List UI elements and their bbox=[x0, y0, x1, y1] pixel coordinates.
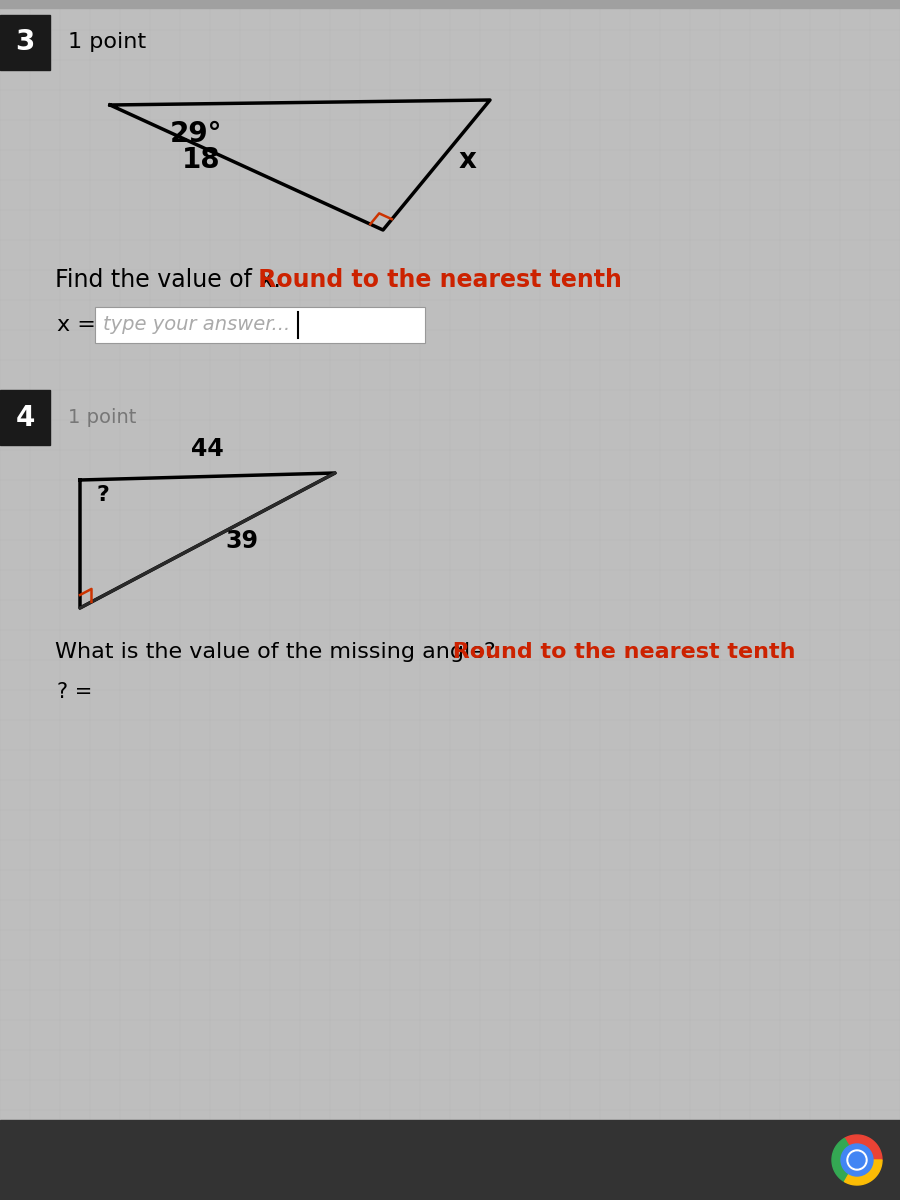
Text: 18: 18 bbox=[182, 145, 220, 174]
Text: 1 point: 1 point bbox=[68, 408, 137, 427]
Bar bbox=[0, 14, 50, 70]
Text: ?: ? bbox=[96, 485, 109, 505]
Polygon shape bbox=[844, 1160, 882, 1184]
Text: 39: 39 bbox=[226, 528, 258, 552]
Circle shape bbox=[849, 1152, 865, 1168]
Bar bbox=[0, 0, 900, 8]
Text: Round to the nearest tenth: Round to the nearest tenth bbox=[445, 642, 796, 662]
Circle shape bbox=[847, 1150, 867, 1170]
Text: x =: x = bbox=[57, 314, 96, 335]
Polygon shape bbox=[832, 1139, 849, 1182]
Text: Find the value of x.: Find the value of x. bbox=[55, 268, 281, 292]
Text: ? =: ? = bbox=[57, 682, 93, 702]
Bar bbox=[0, 390, 50, 445]
Text: 3: 3 bbox=[15, 29, 35, 56]
Circle shape bbox=[841, 1144, 873, 1176]
Text: x: x bbox=[458, 146, 476, 174]
Text: type your answer...: type your answer... bbox=[103, 316, 290, 335]
Text: What is the value of the missing angle?: What is the value of the missing angle? bbox=[55, 642, 496, 662]
Polygon shape bbox=[844, 1135, 882, 1160]
Bar bbox=[95, 307, 425, 343]
Text: 1 point: 1 point bbox=[68, 32, 146, 53]
Text: 29°: 29° bbox=[170, 120, 222, 148]
Text: 44: 44 bbox=[191, 437, 224, 461]
Bar bbox=[0, 1120, 900, 1200]
Text: Round to the nearest tenth: Round to the nearest tenth bbox=[250, 268, 622, 292]
Text: 4: 4 bbox=[15, 403, 35, 432]
